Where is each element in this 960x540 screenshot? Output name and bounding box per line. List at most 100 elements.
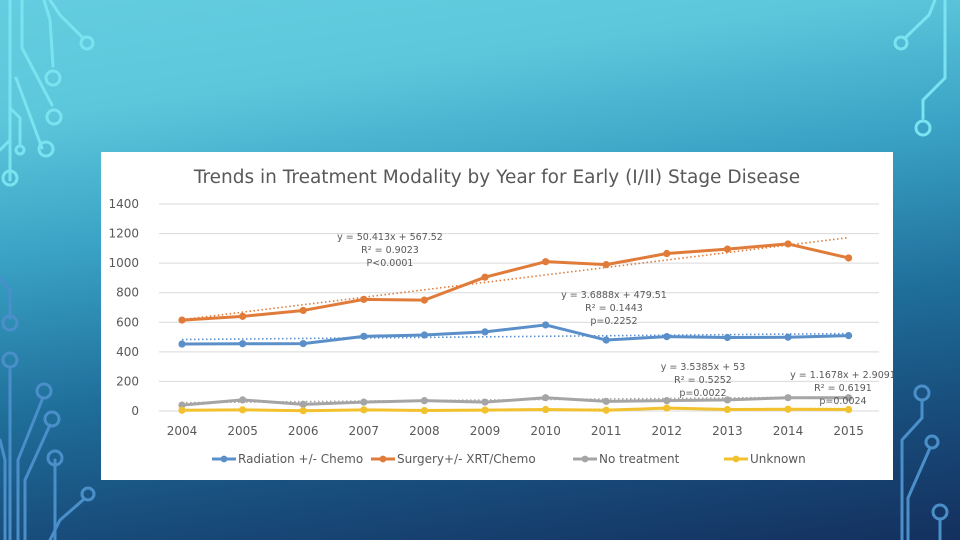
series-lines xyxy=(178,240,853,415)
circuit-bottom-right-icon xyxy=(900,384,949,540)
data-point[interactable] xyxy=(299,400,307,408)
data-point[interactable] xyxy=(542,321,550,329)
trendline-annotation: y = 3.5385x + 53 R² = 0.5252 p=0.0022 xyxy=(661,362,746,399)
data-point[interactable] xyxy=(360,295,368,303)
legend: Radiation +/- Chemo Surgery+/- XRT/Chemo N… xyxy=(212,452,806,466)
data-point[interactable] xyxy=(178,406,186,414)
y-tick-label: 400 xyxy=(116,345,139,359)
data-point[interactable] xyxy=(481,328,489,336)
data-point[interactable] xyxy=(845,394,853,402)
annotation-line: R² = 0.1443 xyxy=(585,303,643,314)
trendline-annotation: y = 3.6888x + 479.51 R² = 0.1443 p=0.2252 xyxy=(561,290,667,327)
annotation-line: R² = 0.6191 xyxy=(814,383,872,394)
data-point[interactable] xyxy=(299,407,307,415)
legend-label: Surgery+/- XRT/Chemo xyxy=(397,452,536,466)
legend-item[interactable]: Surgery+/- XRT/Chemo xyxy=(371,452,536,466)
x-tick-label: 2010 xyxy=(530,424,561,438)
x-tick-label: 2013 xyxy=(712,424,743,438)
data-point[interactable] xyxy=(239,340,247,348)
data-point[interactable] xyxy=(602,336,610,344)
annotation-line: P<0.0001 xyxy=(367,258,414,269)
data-point[interactable] xyxy=(784,240,792,248)
y-tick-label: 1000 xyxy=(108,256,139,270)
data-point[interactable] xyxy=(420,397,428,405)
data-point[interactable] xyxy=(178,316,186,324)
data-point[interactable] xyxy=(481,398,489,406)
y-tick-label: 1400 xyxy=(108,197,139,211)
series-line xyxy=(181,396,849,407)
data-point[interactable] xyxy=(845,405,853,414)
y-tick-label: 0 xyxy=(131,404,139,418)
legend-item[interactable]: No treatment xyxy=(573,452,680,466)
data-point[interactable] xyxy=(723,333,732,342)
series-surgery-xrt-chemo xyxy=(178,240,853,324)
data-point[interactable] xyxy=(663,397,671,405)
annotation-line: y = 50.413x + 567.52 xyxy=(337,232,443,243)
annotation-line: y = 3.6888x + 479.51 xyxy=(561,290,667,301)
data-point[interactable] xyxy=(723,405,732,414)
series-no-treatment xyxy=(178,394,853,409)
data-point[interactable] xyxy=(481,406,489,414)
data-point[interactable] xyxy=(784,405,792,413)
data-point[interactable] xyxy=(663,333,671,341)
gridlines xyxy=(159,203,879,412)
data-point[interactable] xyxy=(239,406,247,414)
y-tick-label: 1200 xyxy=(108,227,139,241)
data-point[interactable] xyxy=(784,333,792,341)
data-point[interactable] xyxy=(602,397,610,405)
data-point[interactable] xyxy=(845,254,853,262)
legend-label: Unknown xyxy=(750,452,806,466)
x-tick-label: 2015 xyxy=(833,424,864,438)
data-point[interactable] xyxy=(420,296,428,304)
data-point[interactable] xyxy=(602,261,610,269)
data-point[interactable] xyxy=(723,396,732,404)
circuit-top-left-icon xyxy=(0,0,95,187)
data-point[interactable] xyxy=(663,249,671,258)
data-point[interactable] xyxy=(845,331,853,340)
data-point[interactable] xyxy=(360,406,368,414)
chart-title: Trends in Treatment Modality by Year for… xyxy=(193,167,800,188)
y-axis-ticks: 0 200 400 600 800 1000 1200 1400 xyxy=(108,197,139,418)
series-line xyxy=(181,242,849,322)
data-point[interactable] xyxy=(239,312,247,320)
data-point[interactable] xyxy=(420,406,428,415)
data-point[interactable] xyxy=(663,404,671,412)
data-point[interactable] xyxy=(723,245,732,253)
data-point[interactable] xyxy=(481,273,489,281)
data-point[interactable] xyxy=(299,306,307,315)
data-point[interactable] xyxy=(542,394,550,402)
annotation-line: R² = 0.5252 xyxy=(674,375,732,386)
data-point[interactable] xyxy=(360,332,368,340)
trendline-0 xyxy=(181,332,849,341)
data-point[interactable] xyxy=(542,258,550,266)
trendline-1 xyxy=(181,236,849,321)
x-tick-label: 2012 xyxy=(652,424,683,438)
x-tick-label: 2006 xyxy=(288,424,319,438)
series-radiation-chemo xyxy=(178,321,853,348)
y-tick-label: 600 xyxy=(116,315,139,329)
annotation-line: R² = 0.9023 xyxy=(361,245,419,256)
trendline-annotation: y = 1.1678x + 2.9091 R² = 0.6191 p=0.0024 xyxy=(790,370,893,407)
data-point[interactable] xyxy=(420,331,428,339)
annotation-line: y = 3.5385x + 53 xyxy=(661,362,746,373)
data-point[interactable] xyxy=(542,405,550,414)
data-point[interactable] xyxy=(178,401,186,409)
x-tick-label: 2011 xyxy=(591,424,622,438)
circuit-bottom-left-icon xyxy=(0,276,96,540)
x-tick-label: 2005 xyxy=(227,424,258,438)
data-point[interactable] xyxy=(784,394,792,402)
legend-marker xyxy=(379,455,387,463)
data-point[interactable] xyxy=(239,396,247,404)
legend-marker xyxy=(220,455,228,463)
legend-label: No treatment xyxy=(599,452,680,466)
legend-item[interactable]: Unknown xyxy=(724,452,806,466)
data-point[interactable] xyxy=(360,398,368,406)
legend-item[interactable]: Radiation +/- Chemo xyxy=(212,452,363,466)
x-axis-ticks: 2004 2005 2006 2007 2008 2009 2010 2011 2012 2013… xyxy=(167,424,864,438)
data-point[interactable] xyxy=(299,339,307,348)
legend-label: Radiation +/- Chemo xyxy=(238,452,363,466)
data-point[interactable] xyxy=(178,340,186,348)
data-point[interactable] xyxy=(602,406,610,414)
